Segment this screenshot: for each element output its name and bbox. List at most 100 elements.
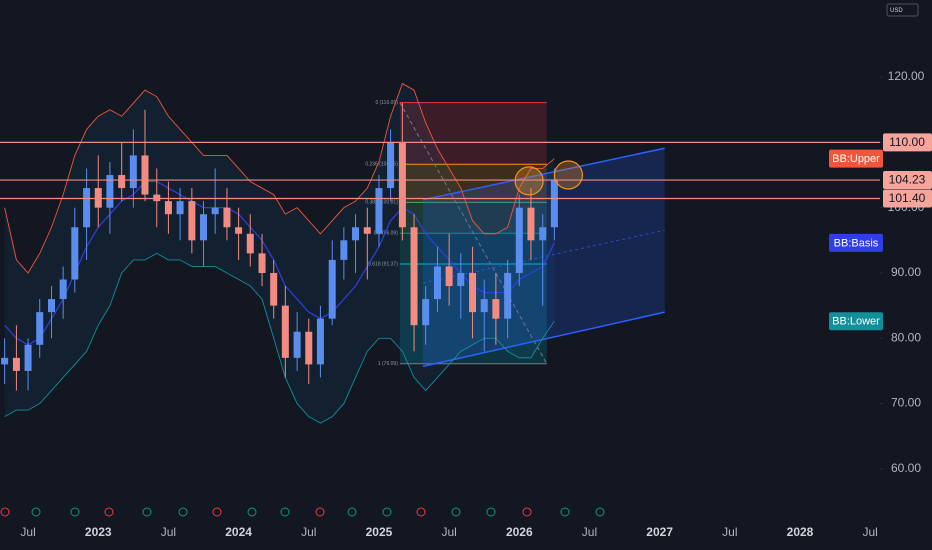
candle-body bbox=[141, 155, 149, 195]
candle-body bbox=[24, 344, 32, 371]
candle-body bbox=[106, 175, 114, 208]
candle-body bbox=[375, 188, 383, 234]
event-marker bbox=[0, 507, 10, 517]
event-marker bbox=[31, 507, 41, 517]
series-label-box bbox=[829, 149, 883, 168]
bb-line bbox=[4, 82, 555, 274]
candle-body bbox=[94, 188, 102, 208]
event-marker bbox=[142, 507, 152, 517]
candle-body bbox=[457, 272, 465, 287]
event-marker bbox=[212, 507, 222, 517]
event-marker bbox=[595, 507, 605, 517]
candle-body bbox=[305, 331, 313, 365]
candle-body bbox=[153, 194, 161, 202]
x-tick-label: 2026 bbox=[506, 525, 533, 539]
x-tick-label: Jul bbox=[582, 525, 597, 539]
event-marker bbox=[416, 507, 426, 517]
candle-body bbox=[200, 214, 208, 241]
series-label: BB:Lower bbox=[832, 316, 880, 328]
y-tick-label: 90.00 bbox=[891, 265, 921, 279]
channel-upper bbox=[422, 147, 665, 201]
fib-zone bbox=[399, 102, 547, 165]
y-tick-label: 120.00 bbox=[888, 69, 925, 83]
y-tick-label: 70.00 bbox=[891, 396, 921, 410]
series-label-box bbox=[829, 233, 883, 252]
fib-label: 0 (116.09) bbox=[375, 100, 398, 106]
x-tick-label: 2024 bbox=[225, 525, 252, 539]
candle-body bbox=[36, 312, 44, 345]
price-label-box bbox=[883, 189, 932, 208]
x-tick-label: Jul bbox=[20, 525, 35, 539]
candle-body bbox=[398, 142, 406, 228]
candle-body bbox=[422, 299, 430, 326]
currency: USD bbox=[890, 8, 903, 14]
fib-label: 0.5 (96.09) bbox=[374, 231, 399, 237]
y-tick-label: 60.00 bbox=[891, 461, 921, 475]
candle-body bbox=[164, 201, 172, 215]
price-label: 101.40 bbox=[889, 191, 926, 205]
y-tick-label: 80.00 bbox=[891, 330, 921, 344]
fib-label: 0.618 (91.37) bbox=[368, 261, 398, 267]
candle-body bbox=[515, 207, 523, 273]
highlight-circle bbox=[514, 166, 544, 196]
x-tick-label: Jul bbox=[863, 525, 878, 539]
price-label: 104.23 bbox=[889, 173, 926, 187]
candle-body bbox=[410, 227, 418, 326]
candle-body bbox=[235, 227, 243, 234]
x-tick-label: Jul bbox=[722, 525, 737, 539]
candle-body bbox=[352, 227, 360, 241]
price-label: 110.00 bbox=[889, 135, 925, 149]
candle-body bbox=[83, 188, 91, 228]
fib-label: 0.236 (106.65) bbox=[365, 162, 398, 168]
event-marker bbox=[247, 507, 257, 517]
bb-line bbox=[4, 252, 555, 424]
candle-body bbox=[316, 318, 324, 365]
x-tick-label: Jul bbox=[441, 525, 456, 539]
candle-body bbox=[71, 227, 79, 280]
x-tick-label: Jul bbox=[161, 525, 176, 539]
candle-body bbox=[59, 279, 67, 300]
candle-body bbox=[445, 266, 453, 287]
series-label: BB:Upper bbox=[832, 153, 880, 165]
currency-box bbox=[886, 3, 919, 17]
fib-trend bbox=[399, 102, 548, 365]
candle-body bbox=[480, 299, 488, 313]
candle-body bbox=[550, 180, 558, 228]
candle-body bbox=[504, 272, 512, 319]
candle-body bbox=[129, 155, 137, 189]
candle-body bbox=[118, 175, 126, 189]
fib-label: 1 (76.09) bbox=[378, 361, 398, 367]
candle-body bbox=[363, 227, 371, 234]
price-label-box bbox=[883, 171, 932, 190]
event-marker bbox=[280, 507, 290, 517]
candle-body bbox=[387, 142, 395, 189]
event-marker bbox=[315, 507, 325, 517]
candle-body bbox=[527, 207, 535, 241]
event-marker bbox=[104, 507, 114, 517]
x-tick-label: Jul bbox=[301, 525, 316, 539]
candle-body bbox=[12, 357, 20, 371]
candle-body bbox=[223, 207, 231, 228]
event-marker bbox=[486, 507, 496, 517]
candle-body bbox=[246, 233, 254, 254]
candle-body bbox=[539, 227, 547, 241]
candle-body bbox=[293, 331, 301, 358]
candle-body bbox=[176, 201, 184, 215]
series-label: BB:Basis bbox=[834, 237, 879, 249]
candle-body bbox=[270, 272, 278, 306]
event-marker bbox=[178, 507, 188, 517]
candle-body bbox=[258, 253, 266, 273]
x-tick-label: 2027 bbox=[646, 525, 673, 539]
candle-body bbox=[340, 240, 348, 260]
highlight-circle bbox=[553, 160, 584, 190]
candle-body bbox=[328, 259, 336, 319]
x-tick-label: 2023 bbox=[85, 525, 112, 539]
event-marker bbox=[522, 507, 532, 517]
event-marker bbox=[382, 507, 392, 517]
x-tick-label: 2025 bbox=[366, 525, 393, 539]
candle-body bbox=[188, 201, 196, 241]
candle-body bbox=[492, 299, 500, 319]
